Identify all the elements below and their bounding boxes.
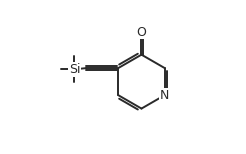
Text: N: N — [160, 89, 169, 102]
Text: O: O — [137, 26, 146, 38]
Text: Si: Si — [69, 63, 80, 76]
